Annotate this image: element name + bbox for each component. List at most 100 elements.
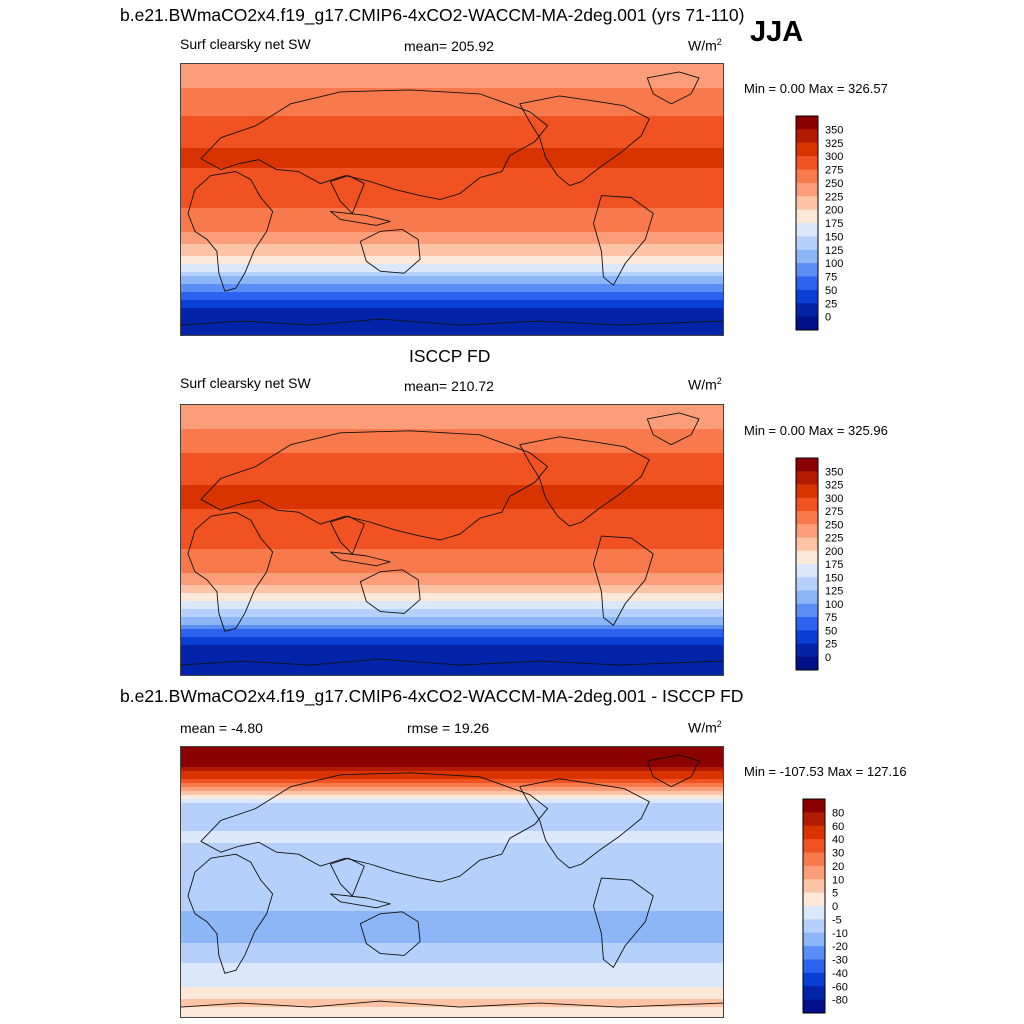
colorbar-level-label: 125: [825, 245, 843, 257]
colorbar-level-label: 200: [825, 205, 843, 217]
coastline-path: [200, 89, 549, 200]
map-field-band: [181, 481, 723, 486]
map-field-band: [181, 513, 723, 518]
map-field-band: [181, 541, 723, 546]
map-field-band: [181, 525, 723, 530]
map-field-band: [181, 144, 723, 149]
colorbar-level-label: 325: [825, 480, 843, 492]
colorbar-swatch: [796, 564, 818, 578]
map-field-band: [181, 224, 723, 229]
map-field-band: [181, 665, 723, 670]
colorbar-level-label: 100: [825, 258, 843, 270]
coastline-path: [593, 535, 654, 626]
season-label: JJA: [750, 16, 804, 48]
map-field-band: [181, 92, 723, 97]
map-field-band: [181, 983, 723, 988]
panel2-colorbar: 350 325 300 275 250 225 200 175 150 125 100 75 50 25 0: [795, 457, 866, 671]
colorbar-level-label: 100: [825, 599, 843, 611]
map-field-band: [181, 751, 723, 756]
map-field-band: [181, 429, 723, 434]
map-field-band: [181, 433, 723, 438]
map-field-band: [181, 645, 723, 650]
map-field-band: [181, 657, 723, 662]
colorbar-frame: [802, 798, 826, 1014]
map-field-band: [181, 863, 723, 868]
map-field-band: [181, 951, 723, 956]
map-field-band: [181, 212, 723, 217]
map-field-band: [181, 831, 723, 836]
map-field-band: [181, 196, 723, 201]
map-field-band: [181, 417, 723, 422]
colorbar-level-label: 0: [825, 312, 831, 324]
colorbar-level-label: 225: [825, 533, 843, 545]
map-field-band: [181, 248, 723, 253]
map-field-band: [181, 493, 723, 498]
map-field-band: [181, 172, 723, 177]
map-field-band: [181, 104, 723, 109]
map-field-band: [181, 473, 723, 478]
map-field-band: [181, 549, 723, 554]
map-field-band: [181, 132, 723, 137]
colorbar-swatch: [796, 116, 818, 130]
map-field-band: [181, 903, 723, 908]
colorbar-swatch: [796, 497, 818, 512]
map-field-band: [181, 991, 723, 996]
coastline-path: [593, 195, 654, 286]
map-field-band: [181, 332, 723, 335]
map-field-band: [181, 979, 723, 984]
colorbar-level-label: -40: [832, 968, 848, 980]
colorbar-swatch: [796, 603, 818, 618]
panel2-title: ISCCP FD: [409, 346, 491, 366]
map-field-band: [181, 999, 723, 1004]
colorbar-swatch: [796, 129, 818, 144]
map-field-band: [181, 304, 723, 309]
map-field-band: [181, 176, 723, 181]
colorbar-level-label: -5: [832, 914, 842, 926]
map-field-band: [181, 771, 723, 776]
map-field-band: [181, 815, 723, 820]
map-field-band: [181, 96, 723, 101]
panel3-units-sup: 2: [716, 719, 722, 729]
map-field-band: [181, 589, 723, 594]
colorbar-level-label: 0: [825, 652, 831, 664]
panel1-mean: mean= 205.92: [404, 38, 494, 54]
colorbar-swatch: [796, 236, 818, 251]
colorbar-level-label: 250: [825, 178, 843, 190]
colorbar-swatch: [803, 919, 825, 934]
colorbar-swatch: [796, 263, 818, 277]
colorbar-level-label: 350: [825, 466, 843, 478]
coastline-path: [359, 569, 421, 614]
colorbar-level-label: 125: [825, 586, 843, 598]
colorbar-level-label: 300: [825, 151, 843, 163]
map-field-band: [181, 899, 723, 904]
colorbar-level-label: 350: [825, 124, 843, 136]
map-field-band: [181, 288, 723, 293]
colorbar-level-label: -30: [832, 955, 848, 967]
colorbar-level-label: 5: [832, 888, 838, 900]
colorbar-level-label: 10: [832, 874, 844, 886]
map-field-band: [181, 581, 723, 586]
map-field-band: [181, 112, 723, 117]
map-field-band: [181, 851, 723, 856]
map-field-band: [181, 767, 723, 772]
colorbar-level-label: 25: [825, 639, 837, 651]
map-field-band: [181, 505, 723, 510]
colorbar-level-label: 175: [825, 218, 843, 230]
map-field-band: [181, 449, 723, 454]
map-field-band: [181, 485, 723, 490]
map-field-band: [181, 955, 723, 960]
map-field-band: [181, 268, 723, 273]
map-field-band: [181, 160, 723, 165]
map-field-band: [181, 68, 723, 73]
coastline-path: [646, 754, 700, 788]
map-field-band: [181, 585, 723, 590]
map-field-band: [181, 759, 723, 764]
panel3-mean: mean = -4.80: [180, 720, 263, 736]
colorbar-level-label: 175: [825, 559, 843, 571]
panel2-minmax: Min = 0.00 Max = 325.96: [744, 423, 888, 438]
colorbar-swatch: [796, 156, 818, 170]
panel2-units: W/m2: [688, 377, 722, 392]
panel3-units: W/m2: [688, 720, 722, 735]
map-field-band: [181, 629, 723, 634]
coastline-path: [519, 778, 650, 869]
